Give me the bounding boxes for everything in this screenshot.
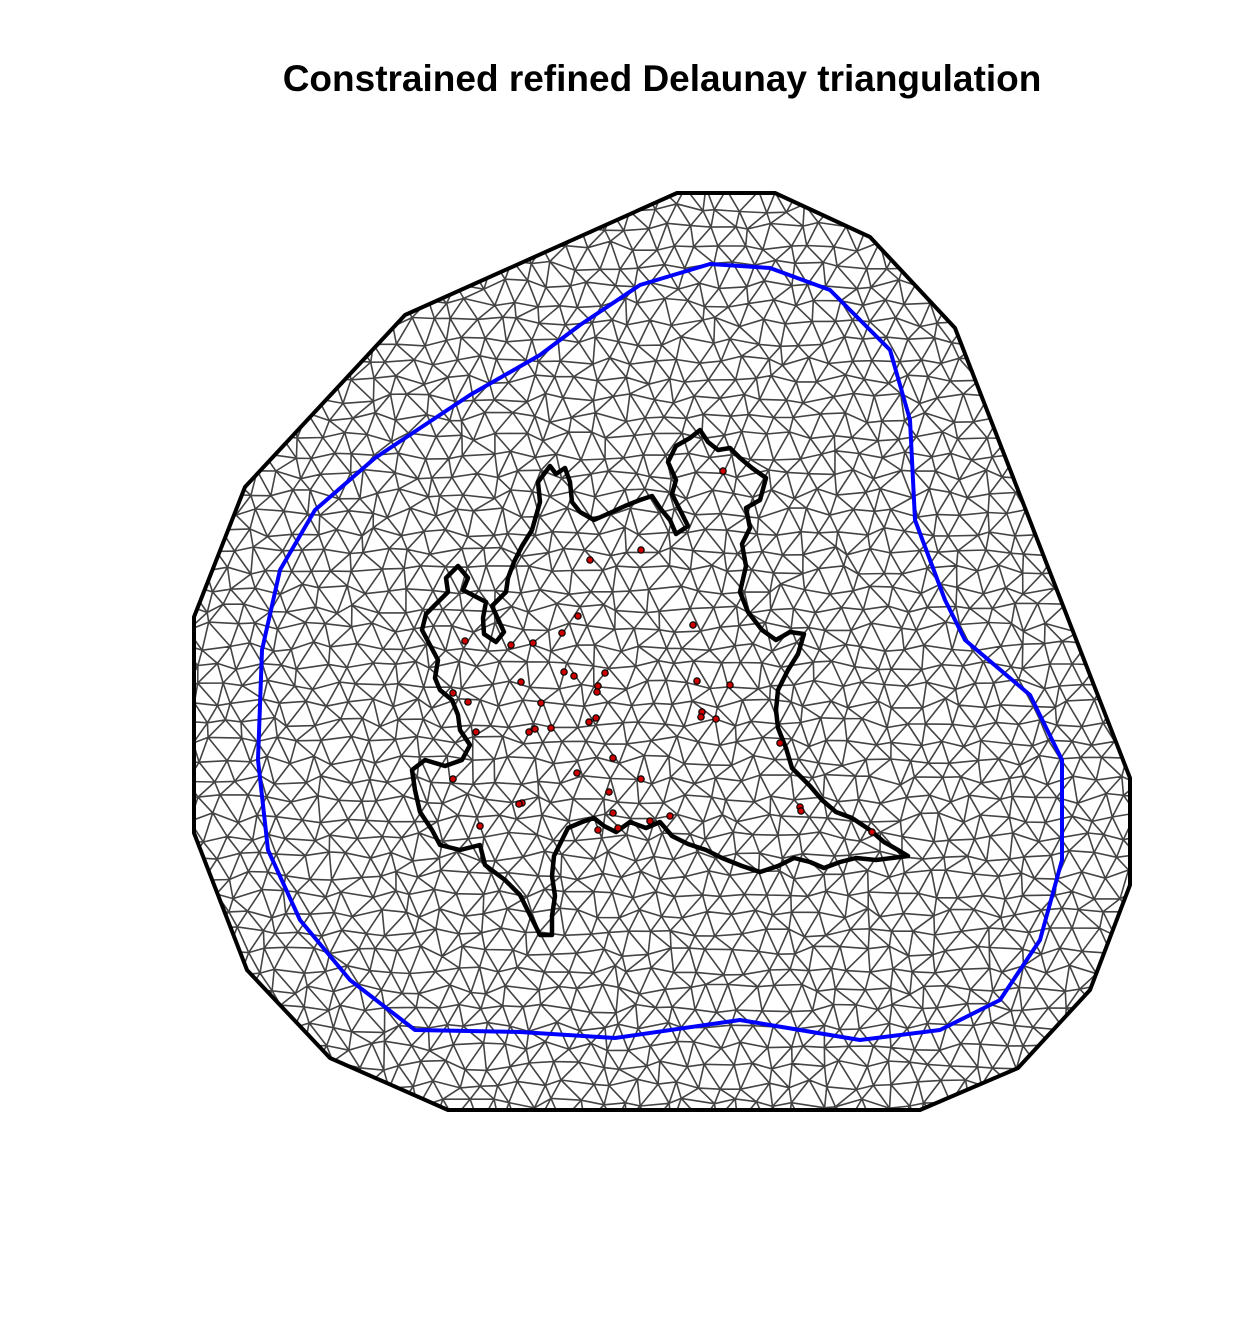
observation-point	[689, 621, 697, 629]
observation-point	[537, 699, 545, 707]
observation-point	[593, 688, 601, 696]
observation-point	[570, 672, 578, 680]
observation-point	[558, 629, 566, 637]
observation-point	[472, 728, 480, 736]
observation-point	[609, 754, 617, 762]
region-boundary	[409, 427, 911, 938]
observation-point	[573, 769, 581, 777]
observation-point	[515, 800, 523, 808]
observation-point	[868, 828, 876, 836]
observation-point	[719, 467, 727, 475]
observation-point	[797, 807, 805, 815]
observation-point	[531, 725, 539, 733]
observation-point	[449, 775, 457, 783]
observation-point	[525, 728, 533, 736]
observation-point	[560, 668, 568, 676]
observation-point	[476, 822, 484, 830]
inner-boundary	[256, 262, 1064, 1042]
observation-point	[712, 715, 720, 723]
observation-point	[666, 812, 674, 820]
observation-point	[726, 681, 734, 689]
observation-point	[637, 546, 645, 554]
observation-point	[693, 677, 701, 685]
observation-point	[507, 641, 515, 649]
observation-point	[547, 724, 555, 732]
observation-point	[464, 698, 472, 706]
observation-point	[517, 678, 525, 686]
observation-point	[605, 788, 613, 796]
observation-point	[529, 639, 537, 647]
observation-point	[592, 714, 600, 722]
observation-points	[449, 467, 876, 836]
outer-boundary	[192, 191, 1132, 1112]
observation-point	[461, 637, 469, 645]
observation-point	[449, 689, 457, 697]
observation-point	[776, 739, 784, 747]
observation-point	[574, 612, 582, 620]
observation-point	[585, 718, 593, 726]
mesh-triangles	[194, 193, 1130, 1110]
plot-title: Constrained refined Delaunay triangulati…	[282, 58, 1042, 99]
observation-point	[637, 775, 645, 783]
observation-point	[594, 682, 602, 690]
observation-point	[594, 826, 602, 834]
observation-point	[601, 669, 609, 677]
observation-point	[646, 817, 654, 825]
mesh-edges	[194, 193, 1130, 1110]
observation-point	[697, 713, 705, 721]
observation-point	[614, 824, 622, 832]
observation-point	[609, 809, 617, 817]
observation-point	[586, 556, 594, 564]
